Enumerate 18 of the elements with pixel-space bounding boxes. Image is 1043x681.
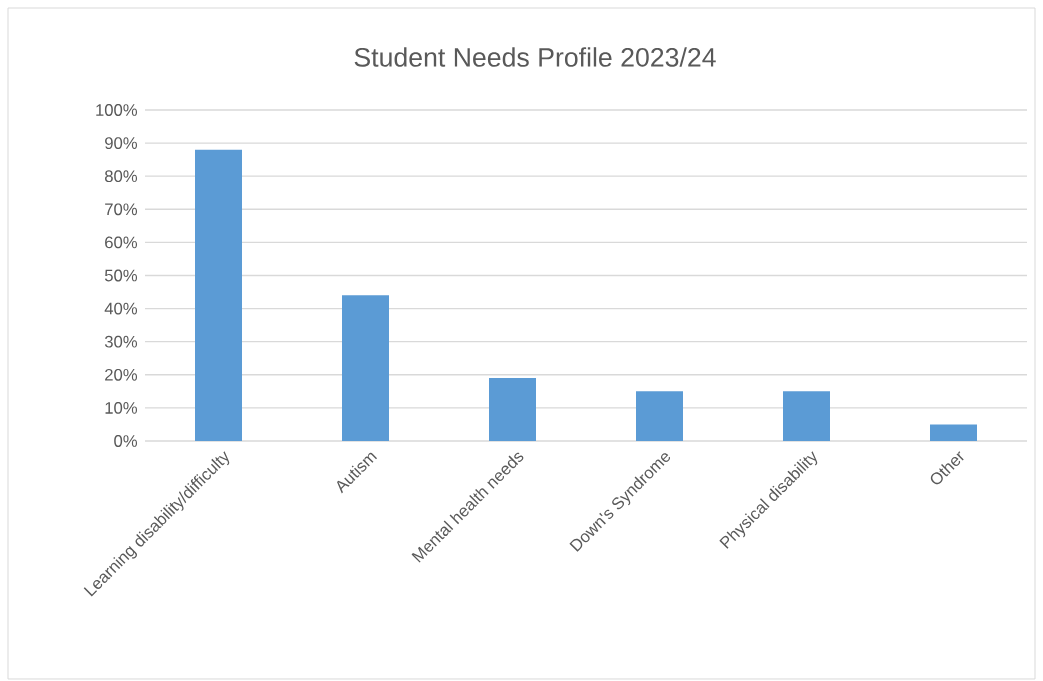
y-tick-label: 60%: [105, 236, 138, 249]
bar: [489, 378, 536, 441]
y-tick-label: 30%: [104, 335, 138, 348]
bar: [636, 391, 683, 441]
bar: [195, 149, 243, 441]
y-tick-label: 10%: [105, 402, 138, 414]
y-tick-label: 50%: [104, 269, 138, 282]
y-tick-label: 40%: [104, 302, 138, 315]
y-tick-label: 0%: [114, 435, 138, 447]
bar: [783, 391, 830, 441]
y-tick-label: 100%: [96, 104, 138, 116]
chart-title: Student Needs Profile 2023/24: [354, 47, 716, 67]
y-tick-label: 70%: [105, 203, 138, 216]
bar: [930, 424, 977, 441]
bar: [342, 295, 390, 441]
y-tick-label: 90%: [105, 137, 138, 149]
y-tick-label: 80%: [105, 170, 138, 183]
y-tick-label: 20%: [105, 368, 138, 381]
